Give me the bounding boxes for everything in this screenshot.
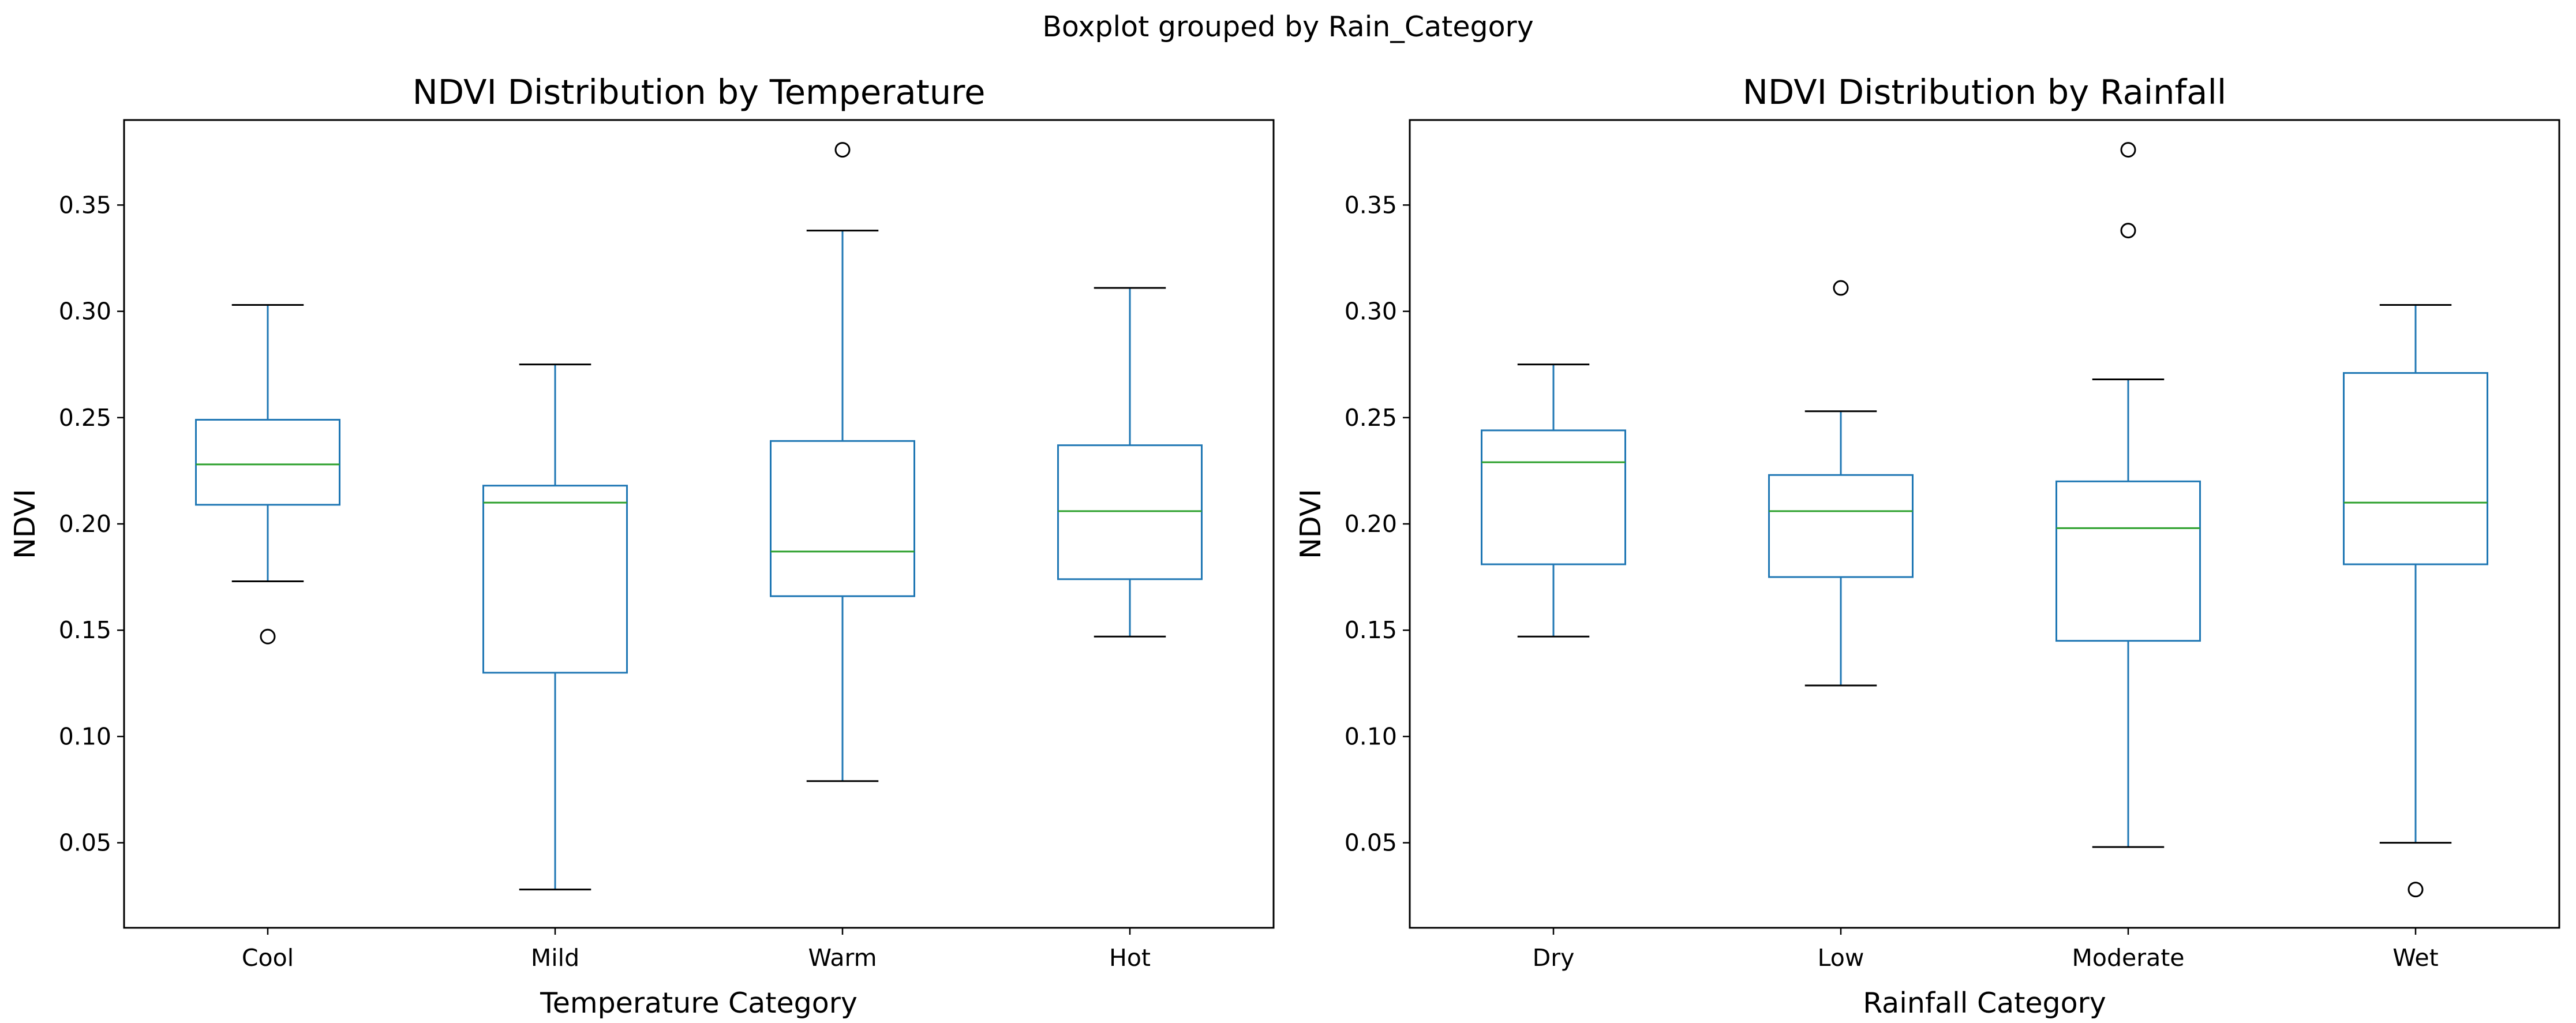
y-tick-label: 0.10 xyxy=(59,722,111,750)
box-hot xyxy=(1057,287,1203,638)
y-tick-label: 0.05 xyxy=(1345,829,1397,857)
y-tick-label: 0.30 xyxy=(1345,298,1397,325)
x-tick-label: Warm xyxy=(808,944,877,972)
y-tick-label: 0.05 xyxy=(59,829,111,857)
subplot-1: NDVI Distribution by Temperature Temperat… xyxy=(9,72,1275,1020)
outlier-point xyxy=(260,628,276,644)
outlier-point xyxy=(834,142,851,158)
box-mild xyxy=(482,364,628,891)
x-tick-label: Moderate xyxy=(2072,944,2185,972)
y-axis-label: NDVI xyxy=(1294,489,1327,559)
subplot-2: NDVI Distribution by Rainfall Rainfall Ca… xyxy=(1294,72,2560,1020)
iqr-box xyxy=(2343,372,2488,565)
y-tick-label: 0.35 xyxy=(59,191,111,219)
outlier-point xyxy=(2120,223,2136,239)
y-tick-label: 0.30 xyxy=(59,298,111,325)
box-wet xyxy=(2343,304,2488,898)
iqr-box xyxy=(770,440,915,597)
subplot-title: NDVI Distribution by Temperature xyxy=(413,72,986,112)
x-tick-label: Mild xyxy=(531,944,579,972)
iqr-box xyxy=(1768,474,1914,578)
x-tick-label: Wet xyxy=(2392,944,2438,972)
y-axis-label: NDVI xyxy=(9,489,42,559)
y-tick-label: 0.20 xyxy=(59,510,111,538)
box-low xyxy=(1768,280,1914,687)
y-tick-label: 0.35 xyxy=(1345,191,1397,219)
y-tick-label: 0.15 xyxy=(1345,616,1397,644)
box-moderate xyxy=(2055,142,2201,848)
box-dry xyxy=(1481,364,1626,638)
y-tick-label: 0.15 xyxy=(59,616,111,644)
x-tick-label: Low xyxy=(1818,944,1864,972)
x-tick-label: Dry xyxy=(1533,944,1575,972)
outlier-point xyxy=(1833,280,1849,296)
iqr-box xyxy=(482,485,628,674)
figure-suptitle: Boxplot grouped by Rain_Category xyxy=(1042,10,1533,43)
x-tick-label: Cool xyxy=(242,944,294,972)
iqr-box xyxy=(2055,480,2201,642)
outlier-point xyxy=(2407,882,2424,898)
subplot-title: NDVI Distribution by Rainfall xyxy=(1743,72,2226,112)
y-tick-label: 0.25 xyxy=(1345,404,1397,432)
y-tick-label: 0.20 xyxy=(1345,510,1397,538)
y-tick-label: 0.10 xyxy=(1345,722,1397,750)
box-warm xyxy=(770,142,915,782)
subplots: NDVI Distribution by Temperature Temperat… xyxy=(9,72,2560,1020)
y-tick-label: 0.25 xyxy=(59,404,111,432)
outlier-point xyxy=(2120,142,2136,158)
iqr-box xyxy=(195,418,340,506)
iqr-box xyxy=(1481,429,1626,565)
x-axis-label: Rainfall Category xyxy=(1863,987,2106,1020)
box-cool xyxy=(195,304,340,644)
iqr-box xyxy=(1057,444,1203,580)
x-tick-label: Hot xyxy=(1109,944,1151,972)
x-axis-label: Temperature Category xyxy=(540,987,858,1020)
